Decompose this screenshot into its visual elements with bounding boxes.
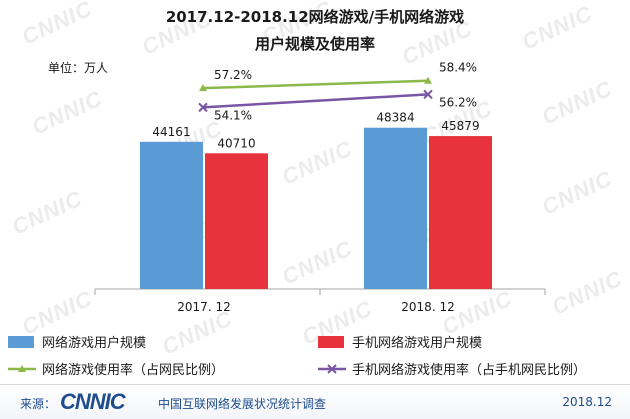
source-organization: 中国互联网络发展状况统计调查 — [158, 397, 327, 411]
bar — [140, 141, 203, 289]
bar-value-label: 48384 — [376, 111, 414, 125]
legend-label: 手机网络游戏用户规模 — [352, 335, 482, 351]
legend-label: 手机网络游戏使用率（占手机网民比例） — [352, 362, 586, 378]
rate-value-label: 56.2% — [439, 95, 477, 109]
chart-title: 2017.12-2018.12网络游戏/手机网络游戏 — [166, 8, 464, 26]
source-date: 2018.12 — [562, 395, 612, 409]
source-footer: 来源： CNNIC 中国互联网络发展状况统计调查 2018.12 — [0, 384, 630, 419]
rate-value-label: 57.2% — [214, 68, 252, 82]
x-tick-label: 2017. 12 — [177, 300, 230, 314]
bar-value-label: 40710 — [217, 136, 255, 150]
rate-line — [202, 79, 429, 90]
legend-triangle-marker — [18, 365, 26, 372]
legend-label: 网络游戏使用率（占网民比例） — [42, 362, 224, 378]
x-tick-label: 2018. 12 — [401, 300, 454, 314]
legend-label: 网络游戏用户规模 — [42, 335, 146, 351]
legend-swatch — [318, 336, 344, 348]
bar — [429, 136, 492, 289]
triangle-marker — [199, 84, 207, 92]
bar — [205, 153, 268, 289]
legend-swatch — [8, 336, 34, 348]
triangle-marker — [424, 76, 432, 84]
rate-line — [202, 93, 429, 109]
rate-value-label: 54.1% — [214, 108, 252, 122]
legend-x-marker — [327, 364, 337, 374]
bar-value-label: 44161 — [152, 125, 190, 139]
x-marker — [423, 89, 433, 100]
chart-subtitle: 用户规模及使用率 — [255, 35, 375, 53]
bar — [364, 127, 427, 289]
source-label: 来源： — [20, 397, 57, 411]
unit-label: 单位：万人 — [48, 60, 108, 75]
bar-value-label: 45879 — [441, 119, 479, 133]
cnnic-logo: CNNIC — [60, 389, 126, 414]
x-marker — [198, 102, 208, 113]
rate-value-label: 58.4% — [439, 61, 477, 75]
